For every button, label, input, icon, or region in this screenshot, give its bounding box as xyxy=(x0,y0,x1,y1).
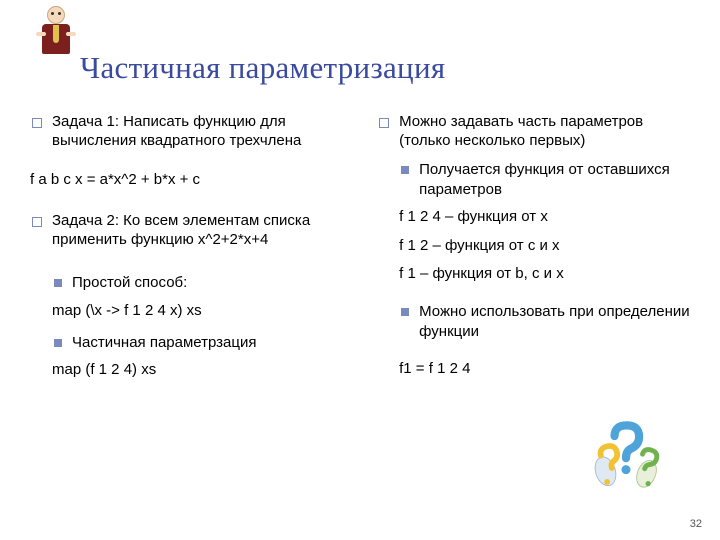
left-column: Задача 1: Написать функцию для вычислени… xyxy=(30,112,349,389)
partial-param-label: Частичная параметрзация xyxy=(52,333,349,353)
formula: f a b c x = a*x^2 + b*x + c xyxy=(30,170,349,190)
right-column: Можно задавать часть параметров (только … xyxy=(377,112,690,389)
task-2: Задача 2: Ко всем элементам списка приме… xyxy=(30,211,349,249)
page-number: 32 xyxy=(690,518,702,530)
example-1: f 1 2 4 – функция от x xyxy=(399,207,690,227)
intro-text: Можно задавать часть параметров (только … xyxy=(377,112,690,150)
example-2: f 1 2 – функция от c и x xyxy=(399,236,690,256)
slide-title: Частичная параметризация xyxy=(80,50,445,86)
use-in-definition: Можно использовать при определении функц… xyxy=(399,302,690,341)
question-mark-icon xyxy=(585,418,667,500)
partial-param-code: map (f 1 2 4) xs xyxy=(52,360,349,380)
professor-icon xyxy=(36,4,76,56)
example-3: f 1 – функция от b, c и x xyxy=(399,264,690,284)
slide-content: Задача 1: Написать функцию для вычислени… xyxy=(30,112,690,389)
simple-way-label: Простой способ: xyxy=(52,273,349,293)
remaining-params: Получается функция от оставшихся парамет… xyxy=(399,160,690,199)
definition-example: f1 = f 1 2 4 xyxy=(399,359,690,379)
task-1: Задача 1: Написать функцию для вычислени… xyxy=(30,112,349,150)
simple-way-code: map (\x -> f 1 2 4 x) xs xyxy=(52,301,349,321)
